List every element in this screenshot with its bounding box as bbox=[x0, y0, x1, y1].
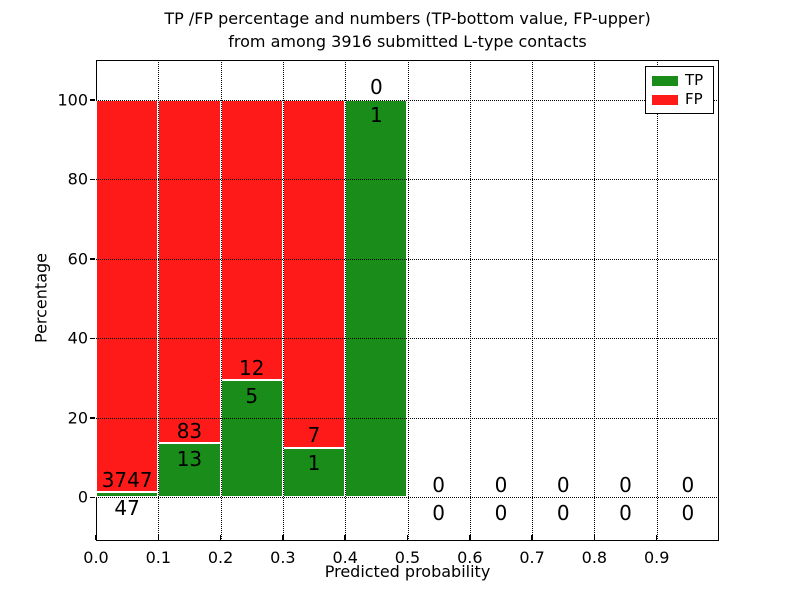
x-tick-label: 0.0 bbox=[83, 548, 109, 567]
annotation-tp-count: 13 bbox=[176, 446, 203, 471]
y-tick-label: 60 bbox=[67, 249, 88, 269]
annotation-fp-count: 7 bbox=[307, 422, 321, 447]
legend-label-fp: FP bbox=[685, 90, 703, 108]
x-tick-mark bbox=[469, 535, 471, 540]
legend-item-fp: FP bbox=[652, 92, 707, 107]
tp-color-swatch-icon bbox=[652, 75, 678, 86]
x-tick-label: 0.8 bbox=[581, 548, 608, 567]
legend-label-tp: TP bbox=[685, 71, 704, 89]
annotation-fp-count: 12 bbox=[239, 355, 265, 380]
bar-tp-segment bbox=[96, 492, 159, 498]
x-tick-mark bbox=[593, 535, 596, 540]
y-tick-mark bbox=[90, 337, 95, 339]
annotation-tp-count: 0 bbox=[494, 500, 508, 525]
annotation-fp-count: 0 bbox=[369, 75, 383, 100]
annotation-tp-count: 0 bbox=[681, 500, 695, 525]
x-tick-label: 0.4 bbox=[332, 548, 358, 567]
annotation-fp-count: 0 bbox=[681, 472, 695, 497]
y-tick-label: 40 bbox=[67, 328, 88, 348]
x-tick-label: 0.2 bbox=[207, 548, 234, 567]
x-tick-label: 0.1 bbox=[145, 548, 172, 567]
x-tick-mark bbox=[157, 535, 160, 540]
grid-line-vertical bbox=[656, 60, 658, 541]
annotation-fp-count: 0 bbox=[494, 472, 508, 497]
annotation-fp-count: 0 bbox=[432, 472, 446, 497]
grid-line-vertical bbox=[282, 60, 284, 541]
legend-item-tp: TP bbox=[652, 73, 707, 88]
annotation-fp-count: 3747 bbox=[101, 467, 153, 492]
x-tick-mark bbox=[531, 535, 533, 540]
x-tick-label: 0.5 bbox=[394, 548, 421, 567]
annotation-tp-count: 0 bbox=[619, 500, 632, 525]
x-tick-mark bbox=[219, 535, 222, 540]
y-tick-mark bbox=[90, 178, 95, 180]
y-axis-label: Percentage bbox=[31, 252, 51, 344]
y-tick-mark bbox=[90, 417, 95, 419]
annotation-fp-count: 0 bbox=[556, 472, 570, 497]
bar-fp-segment bbox=[96, 99, 159, 493]
grid-line-vertical bbox=[469, 60, 471, 541]
x-tick-label: 0.9 bbox=[643, 548, 670, 567]
y-tick-label: 100 bbox=[57, 90, 88, 110]
x-tick-mark bbox=[95, 535, 97, 540]
bar-tp-segment bbox=[282, 447, 346, 498]
x-tick-label: 0.7 bbox=[519, 548, 545, 567]
x-tick-mark bbox=[344, 535, 346, 540]
x-tick-label: 0.6 bbox=[457, 548, 483, 567]
bar-fp-segment bbox=[282, 99, 346, 448]
grid-line-vertical bbox=[345, 60, 347, 541]
y-tick-label: 80 bbox=[67, 169, 88, 189]
y-tick-mark bbox=[90, 99, 95, 101]
y-tick-label: 20 bbox=[67, 408, 88, 428]
fp-color-swatch-icon bbox=[652, 94, 678, 105]
chart-title-line1: TP /FP percentage and numbers (TP-bottom… bbox=[164, 9, 651, 28]
annotation-tp-count: 0 bbox=[556, 500, 570, 525]
x-tick-mark bbox=[406, 535, 409, 540]
grid-line-vertical bbox=[532, 60, 534, 541]
x-tick-mark bbox=[282, 535, 284, 540]
chart-title-line2: from among 3916 submitted L-type contact… bbox=[228, 32, 587, 51]
bar-fp-segment bbox=[220, 99, 283, 381]
annotation-tp-count: 5 bbox=[245, 383, 259, 408]
bar-tp-segment bbox=[158, 443, 221, 498]
grid-line-vertical bbox=[158, 60, 160, 541]
grid-line-vertical bbox=[220, 60, 222, 541]
annotation-tp-count: 1 bbox=[307, 451, 321, 476]
grid-line-vertical bbox=[594, 60, 596, 541]
y-tick-label: 0 bbox=[77, 487, 88, 507]
annotation-fp-count: 83 bbox=[176, 418, 203, 443]
chart-title: TP /FP percentage and numbers (TP-bottom… bbox=[96, 7, 719, 53]
annotation-fp-count: 0 bbox=[619, 472, 632, 497]
bar-fp-segment bbox=[158, 99, 221, 444]
y-tick-mark bbox=[90, 496, 95, 499]
annotation-tp-count: 1 bbox=[369, 103, 383, 128]
legend: TP FP bbox=[645, 66, 714, 114]
annotation-tp-count: 47 bbox=[114, 495, 140, 520]
x-tick-label: 0.3 bbox=[270, 548, 296, 567]
y-tick-mark bbox=[90, 258, 95, 260]
x-axis-label: Predicted probability bbox=[324, 562, 491, 581]
bar-tp-segment bbox=[345, 99, 408, 498]
grid-line-vertical bbox=[407, 60, 409, 541]
x-tick-mark bbox=[655, 535, 658, 540]
annotation-tp-count: 0 bbox=[432, 500, 446, 525]
